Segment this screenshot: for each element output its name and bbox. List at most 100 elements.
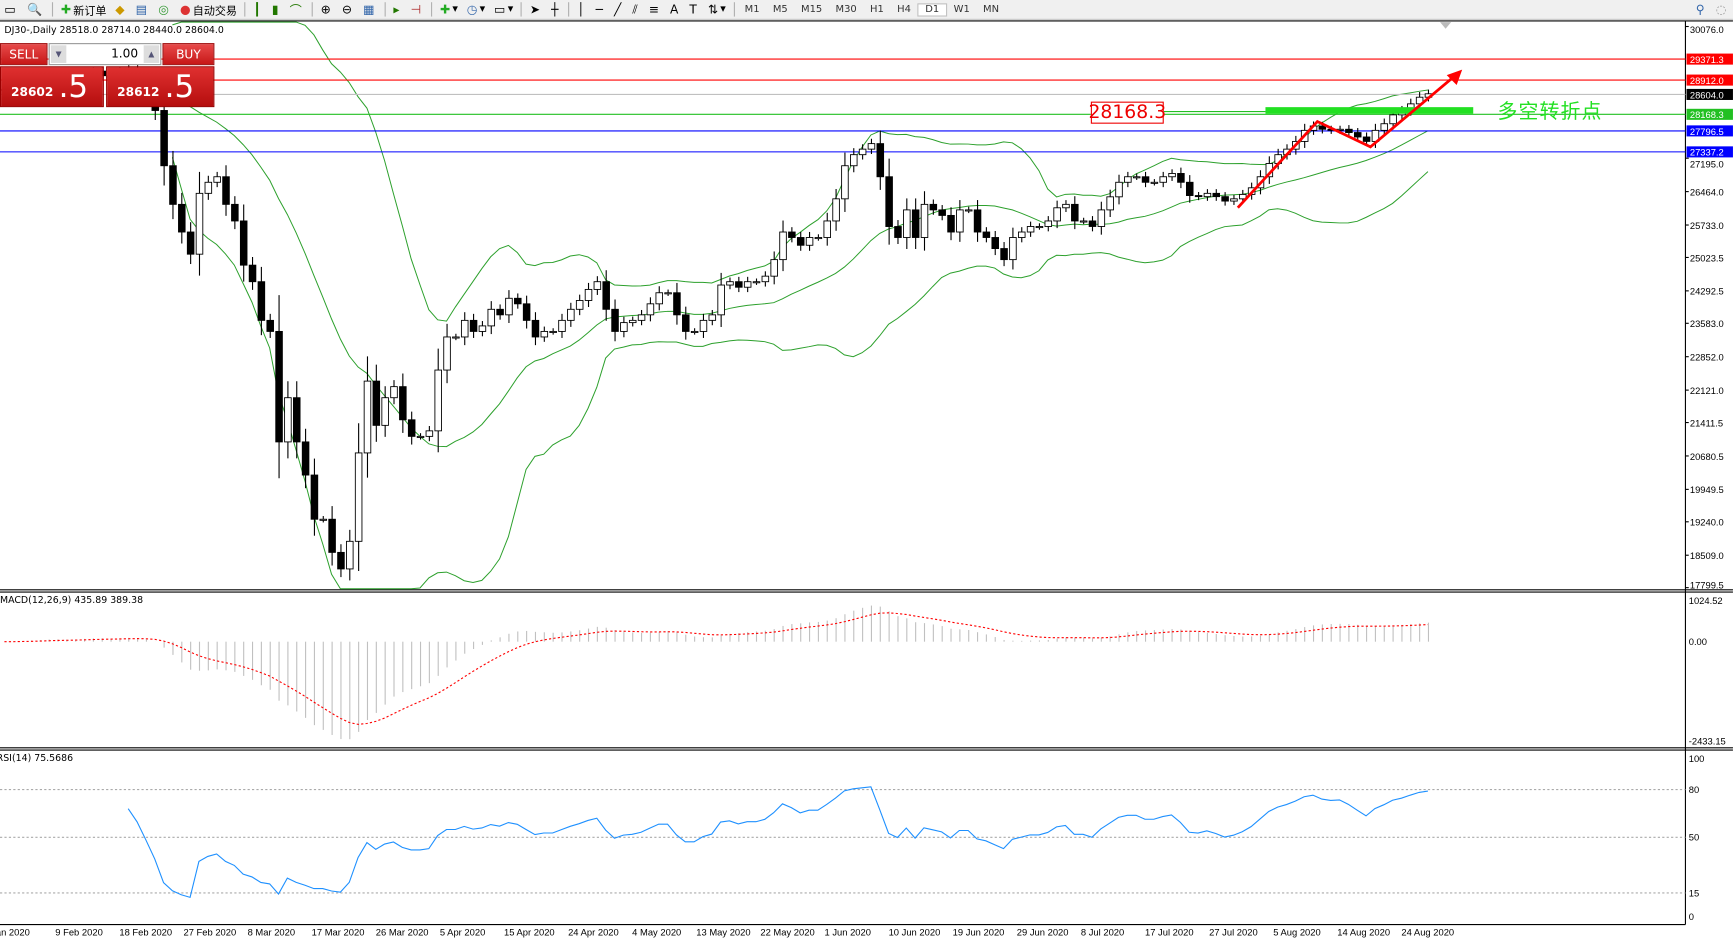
pivot-text-label[interactable]: 多空转折点 [1497,100,1603,124]
candle-bullish [814,237,823,240]
zoom-chart-button[interactable]: 🔍 [23,1,49,18]
divider [384,2,386,17]
candle-bearish [407,419,416,437]
new-chart-button[interactable]: ▭ [0,1,23,18]
timeframe-w1[interactable]: W1 [953,3,970,15]
price-tick-label: 27195.0 [1690,158,1724,169]
horizontal-line-button[interactable]: ─ [591,1,609,18]
candle-bullish [213,176,221,183]
date-tick-label: 18 Feb 2020 [119,926,173,938]
price-tick-label: 25023.5 [1690,252,1724,263]
candle-bearish [292,397,301,443]
candlestick-icon: ▮ [271,2,279,17]
timeframe-d1[interactable]: D1 [917,2,948,17]
candle-bearish [885,176,893,227]
text-label-button[interactable]: T [685,1,703,18]
auto-trade-button[interactable]: ● 自动交易 [176,1,242,18]
crosshair-button[interactable]: ┼ [547,1,565,18]
timeframe-h1[interactable]: H1 [870,3,884,15]
level-price-label[interactable]: 28168.3 [1088,101,1167,124]
candlestick-button[interactable]: ▮ [268,1,286,18]
candle-bearish [1212,192,1221,198]
timeframe-m30[interactable]: M30 [835,3,857,15]
date-tick-label: 15 Apr 2020 [503,926,555,938]
sell-button[interactable]: SELL [0,43,48,66]
chart-shift-button[interactable]: ⊣ [406,1,428,18]
candle-bearish [266,319,274,332]
candle-bullish [690,330,699,333]
fibonacci-button[interactable]: ≡ [644,1,665,18]
timeframe-bar: M1 M5 M15 M30 H1 H4 D1 W1 MN [738,2,1006,17]
cursor-button[interactable]: ➤ [525,1,546,18]
candle-bullish [832,198,840,222]
timeframe-m15[interactable]: M15 [801,3,823,15]
arrows-button[interactable]: ⇅ ▾ [707,2,726,17]
trendline-button[interactable]: ╱ [610,1,628,18]
date-tick-label: 24 Apr 2020 [568,926,619,938]
lot-value[interactable]: 1.00 [111,46,139,61]
line-chart-button[interactable]: ⌒ [285,1,308,18]
periods-button[interactable]: ◷ ▾ [466,2,486,17]
sell-price-pips: .5 [58,68,89,105]
templates-button[interactable]: ▭ ▾ [493,2,514,17]
date-tick-label: 22 May 2020 [760,926,815,938]
bar-chart-button[interactable]: ┃ [249,1,267,18]
tile-icon: ▦ [363,2,375,17]
date-tick-label: 26 Mar 2020 [375,926,429,938]
gold-icon: ◆ [115,2,125,17]
candle-bullish [460,319,469,338]
signals-button[interactable]: ◎ [154,1,176,18]
candle-bullish [1168,173,1176,178]
magnifier-icon: 🔍 [26,2,43,17]
zoom-in-button[interactable]: ⊕ [316,1,337,18]
lot-size-input[interactable]: ▼ 1.00 ▲ [48,43,162,66]
search-button[interactable]: ⚲ [1691,1,1711,18]
date-tick-label: 10 Jun 2020 [888,926,941,938]
auto-scroll-button[interactable]: ▸ [389,1,406,18]
new-order-button[interactable]: ✚ 新订单 [56,1,110,18]
indicators-button[interactable]: ✚ ▾ [439,2,458,17]
candle-bullish [505,297,513,316]
candle-bullish [381,397,389,426]
timeframe-mn[interactable]: MN [983,3,1000,15]
chart-shift-marker [1440,22,1452,29]
candle-bullish [1115,181,1123,198]
bar-chart-icon: ┃ [253,2,261,17]
candle-bullish [1079,220,1088,223]
rsi-label: RSI(14) 75.5686 [0,753,74,765]
community-button[interactable]: ◌ [1711,1,1733,18]
channel-icon: ⫽ [632,1,638,17]
candle-bearish [301,441,310,476]
database-icon: ▤ [135,2,148,17]
buy-button[interactable]: BUY [162,43,215,66]
data-window-button[interactable]: ▤ [131,1,154,18]
zoom-out-button[interactable]: ⊖ [337,1,358,18]
candle-bearish [169,165,177,205]
timeframe-m1[interactable]: M1 [744,3,760,15]
candle-bullish [1097,209,1106,227]
candle-bullish [549,330,557,333]
candle-bearish [186,231,195,255]
lot-decrease-button[interactable]: ▼ [50,45,67,63]
price-tick-label: 19949.5 [1690,484,1724,495]
tile-windows-button[interactable]: ▦ [359,1,382,18]
timeframe-h4[interactable]: H4 [897,3,911,15]
channel-button[interactable]: ⫽ [628,1,644,18]
macd-label: MACD(12,26,9) 435.89 389.38 [0,595,144,607]
candle-bullish [1106,196,1114,211]
candle-bearish [275,330,283,443]
toolbar: ▭ 🔍 ✚ 新订单 ◆ ▤ ◎ ● 自动交易 ┃ ▮ ⌒ ⊕ ⊖ ▦ ▸ ⊣ ✚ ▾ … [0,0,1733,20]
timeframe-m5[interactable]: M5 [772,3,788,15]
macd-signal-line [4,612,1428,725]
vertical-line-button[interactable]: │ [573,1,591,18]
sell-price-button[interactable]: 28602 .5 [0,66,104,108]
candle-bullish [761,275,770,283]
text-button[interactable]: A [666,1,685,18]
arrows-icon: ⇅ [707,2,719,17]
line-chart-icon: ⌒ [289,2,302,18]
buy-price-button[interactable]: 28612 .5 [106,66,215,108]
market-watch-button[interactable]: ◆ [111,1,131,18]
candle-bullish [903,209,911,238]
lot-increase-button[interactable]: ▲ [143,45,160,63]
